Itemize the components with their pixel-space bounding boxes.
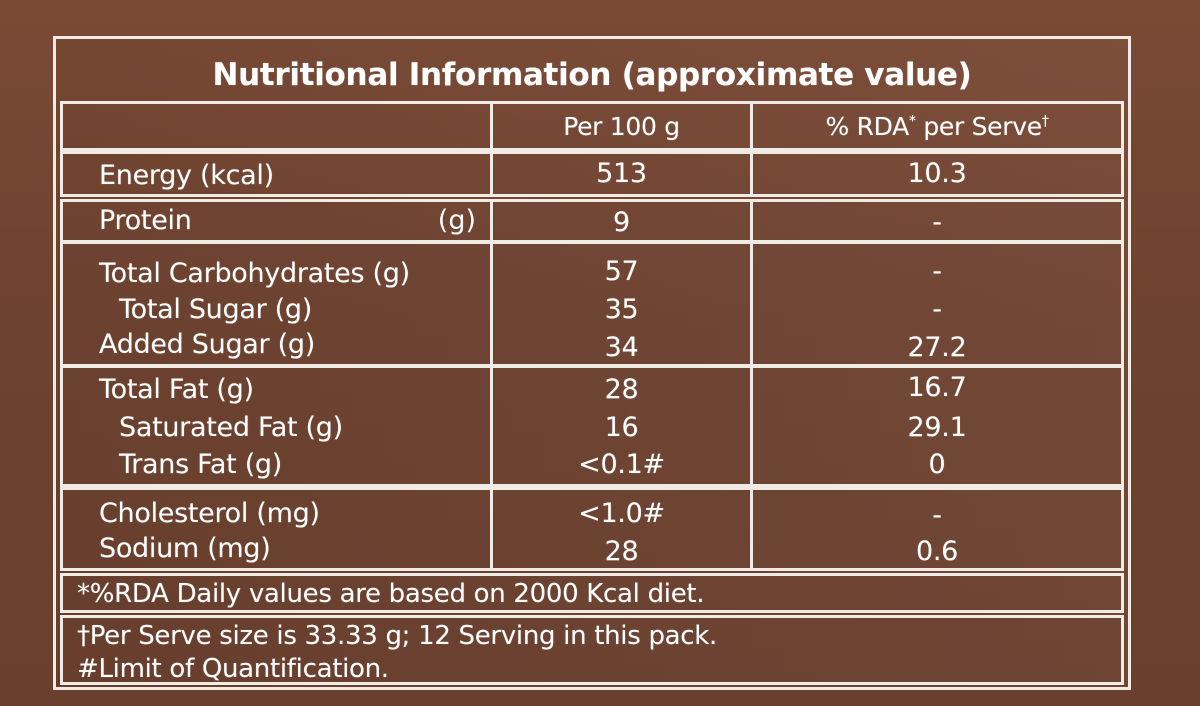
energy-per100-cell: 513 [490, 154, 750, 194]
energy-per100: 513 [596, 158, 647, 189]
total-sugar-rda: - [932, 294, 942, 325]
footnote-rda: *%RDA Daily values are based on 2000 Kca… [77, 579, 705, 609]
table-title-row: Nutritional Information (approximate val… [60, 47, 1124, 103]
header-label-cell [63, 104, 490, 148]
added-sugar-label: Added Sugar (g) [99, 329, 315, 360]
sodium-per100: 28 [604, 536, 639, 567]
cholesterol-per100: <1.0# [578, 498, 665, 529]
total-fat-rda: 16.7 [907, 372, 967, 403]
carbs-rda: - [932, 256, 942, 287]
footnote-rda-row: *%RDA Daily values are based on 2000 Kca… [60, 573, 1124, 613]
energy-rda-cell: 10.3 [750, 154, 1121, 194]
trans-fat-label: Trans Fat (g) [119, 449, 283, 480]
header-per100-cell: Per 100 g [490, 104, 750, 148]
table-row-fat: Total Fat (g) Saturated Fat (g) Trans Fa… [60, 365, 1124, 487]
fat-per100-cell: 28 16 <0.1# [490, 368, 750, 484]
table-row-cholesterol-sodium: Cholesterol (mg) Sodium (mg) <1.0# 28 - … [60, 487, 1124, 571]
sodium-rda: 0.6 [915, 536, 959, 567]
protein-rda-cell: - [750, 202, 1121, 240]
trans-fat-rda: 0 [928, 449, 946, 480]
footnote-limit: #Limit of Quantification. [77, 654, 389, 684]
carbs-label-cell: Total Carbohydrates (g) Total Sugar (g) … [63, 244, 490, 364]
fat-label-cell: Total Fat (g) Saturated Fat (g) Trans Fa… [63, 368, 490, 484]
protein-label: Protein [99, 205, 192, 236]
total-sugar-per100: 35 [604, 294, 639, 325]
cholesterol-label: Cholesterol (mg) [99, 498, 320, 529]
header-per100: Per 100 g [563, 112, 680, 141]
added-sugar-rda: 27.2 [907, 332, 967, 363]
energy-label: Energy (kcal) [99, 160, 274, 191]
header-rda-cell: % RDA* per Serve† [750, 104, 1121, 148]
carbs-label: Total Carbohydrates (g) [99, 258, 410, 289]
total-fat-label: Total Fat (g) [99, 374, 254, 405]
added-sugar-per100: 34 [604, 332, 639, 363]
chol-per100-cell: <1.0# 28 [490, 490, 750, 568]
total-sugar-label: Total Sugar (g) [119, 294, 312, 325]
nutrition-table: Nutritional Information (approximate val… [53, 36, 1131, 690]
chol-label-cell: Cholesterol (mg) Sodium (mg) [63, 490, 490, 568]
table-title: Nutritional Information (approximate val… [212, 57, 972, 93]
carbs-per100: 57 [604, 256, 639, 287]
energy-rda: 10.3 [907, 158, 967, 189]
energy-label-cell: Energy (kcal) [63, 154, 490, 194]
protein-label-cell: Protein (g) [63, 202, 490, 240]
protein-unit: (g) [437, 205, 476, 236]
sat-fat-per100: 16 [604, 412, 639, 443]
carbs-per100-cell: 57 35 34 [490, 244, 750, 364]
carbs-rda-cell: - - 27.2 [750, 244, 1121, 364]
header-row: Per 100 g % RDA* per Serve† [60, 101, 1124, 151]
protein-per100: 9 [613, 207, 630, 238]
table-row-protein: Protein (g) 9 - [60, 199, 1124, 243]
header-rda-star: * [908, 113, 916, 130]
protein-rda: - [932, 207, 942, 238]
cholesterol-rda: - [932, 500, 942, 531]
table-row-carbohydrates: Total Carbohydrates (g) Total Sugar (g) … [60, 241, 1124, 367]
sat-fat-label: Saturated Fat (g) [119, 412, 343, 443]
chol-rda-cell: - 0.6 [750, 490, 1121, 568]
fat-rda-cell: 16.7 29.1 0 [750, 368, 1121, 484]
header-rda-dagger: † [1041, 113, 1049, 130]
footnote-serve-row: †Per Serve size is 33.33 g; 12 Serving i… [60, 615, 1124, 685]
sat-fat-rda: 29.1 [907, 412, 967, 443]
header-rda-prefix: % RDA [825, 112, 909, 141]
footnote-serve: †Per Serve size is 33.33 g; 12 Serving i… [77, 621, 717, 651]
total-fat-per100: 28 [604, 374, 639, 405]
header-rda-suffix: per Serve [915, 112, 1042, 141]
trans-fat-per100: <0.1# [578, 449, 665, 480]
protein-per100-cell: 9 [490, 202, 750, 240]
header-rda: % RDA* per Serve† [753, 111, 1121, 143]
table-row-energy: Energy (kcal) 513 10.3 [60, 151, 1124, 197]
sodium-label: Sodium (mg) [99, 533, 271, 564]
